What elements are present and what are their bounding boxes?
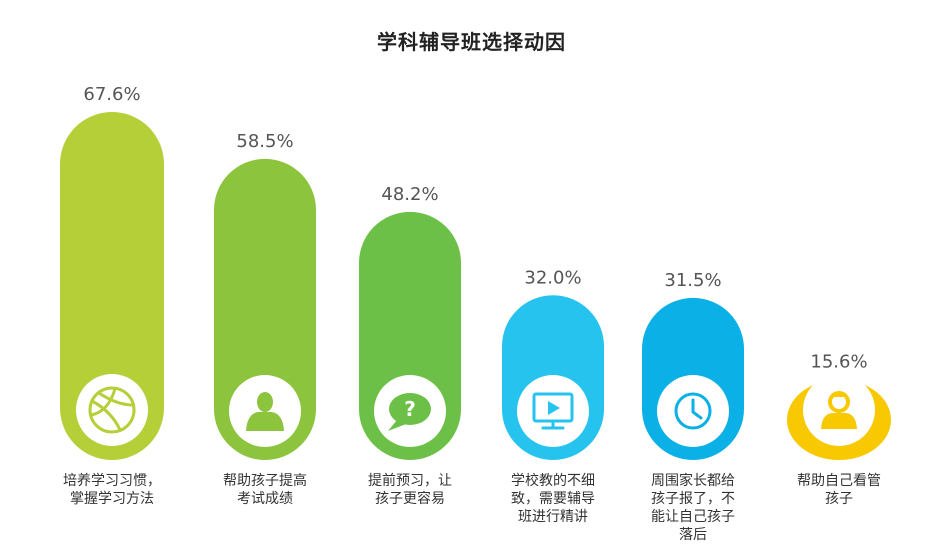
category-label-line: 提前预习，让: [368, 473, 452, 489]
person-icon: [246, 392, 284, 431]
category-label-line: 孩子报了，不: [651, 491, 735, 507]
bar: [60, 112, 164, 460]
category-label-line: 帮助孩子提高: [223, 473, 307, 489]
user-icon: [821, 391, 857, 429]
category-label: 帮助自己看管 孩子: [774, 472, 904, 508]
category-label-line: 班进行精讲: [518, 509, 588, 525]
category-label-line: 孩子更容易: [375, 491, 445, 507]
category-label-line: 帮助自己看管: [797, 473, 881, 489]
category-label-line: 孩子: [825, 491, 853, 507]
bar: [214, 158, 316, 460]
bar-group: 15.6%: [787, 352, 891, 460]
category-label-line: 考试成绩: [237, 491, 293, 507]
value-label: 15.6%: [810, 352, 867, 373]
icon-disc: [76, 374, 148, 446]
value-label: 67.6%: [83, 84, 140, 105]
bar-group: 48.2%?: [359, 184, 461, 460]
category-label-line: 能让自己孩子: [651, 509, 735, 525]
value-label: 32.0%: [524, 267, 581, 288]
basketball-icon: [88, 386, 136, 434]
category-label-line: 掌握学习方法: [70, 491, 154, 507]
category-label: 学校教的不细 致，需要辅导 班进行精讲: [488, 472, 618, 526]
clock-icon: [674, 392, 712, 430]
chart-title: 学科辅导班选择动因: [377, 30, 566, 54]
category-label-line: 学校教的不细: [511, 473, 595, 489]
bar-group: 32.0%: [502, 267, 604, 460]
bar-group: 58.5%: [214, 131, 316, 460]
category-label-line: 落后: [679, 527, 707, 543]
question-bubble-icon: ?: [388, 393, 431, 431]
value-label: 31.5%: [664, 270, 721, 291]
category-label: 培养学习习惯， 掌握学习方法: [47, 472, 177, 508]
value-label: 58.5%: [236, 131, 293, 152]
category-label: 提前预习，让 孩子更容易: [345, 472, 475, 508]
category-label-line: 培养学习习惯，: [63, 473, 161, 489]
svg-text:?: ?: [404, 397, 416, 421]
category-label: 帮助孩子提高 考试成绩: [200, 472, 330, 508]
category-label-line: 周围家长都给: [651, 473, 735, 489]
category-label-line: 致，需要辅导: [511, 491, 595, 507]
value-label: 48.2%: [381, 184, 438, 205]
category-label: 周围家长都给 孩子报了，不 能让自己孩子 落后: [628, 472, 758, 544]
bar-group: 31.5%: [642, 270, 744, 460]
bar-group: 67.6%: [60, 84, 164, 460]
monitor-play-icon: [532, 392, 574, 430]
